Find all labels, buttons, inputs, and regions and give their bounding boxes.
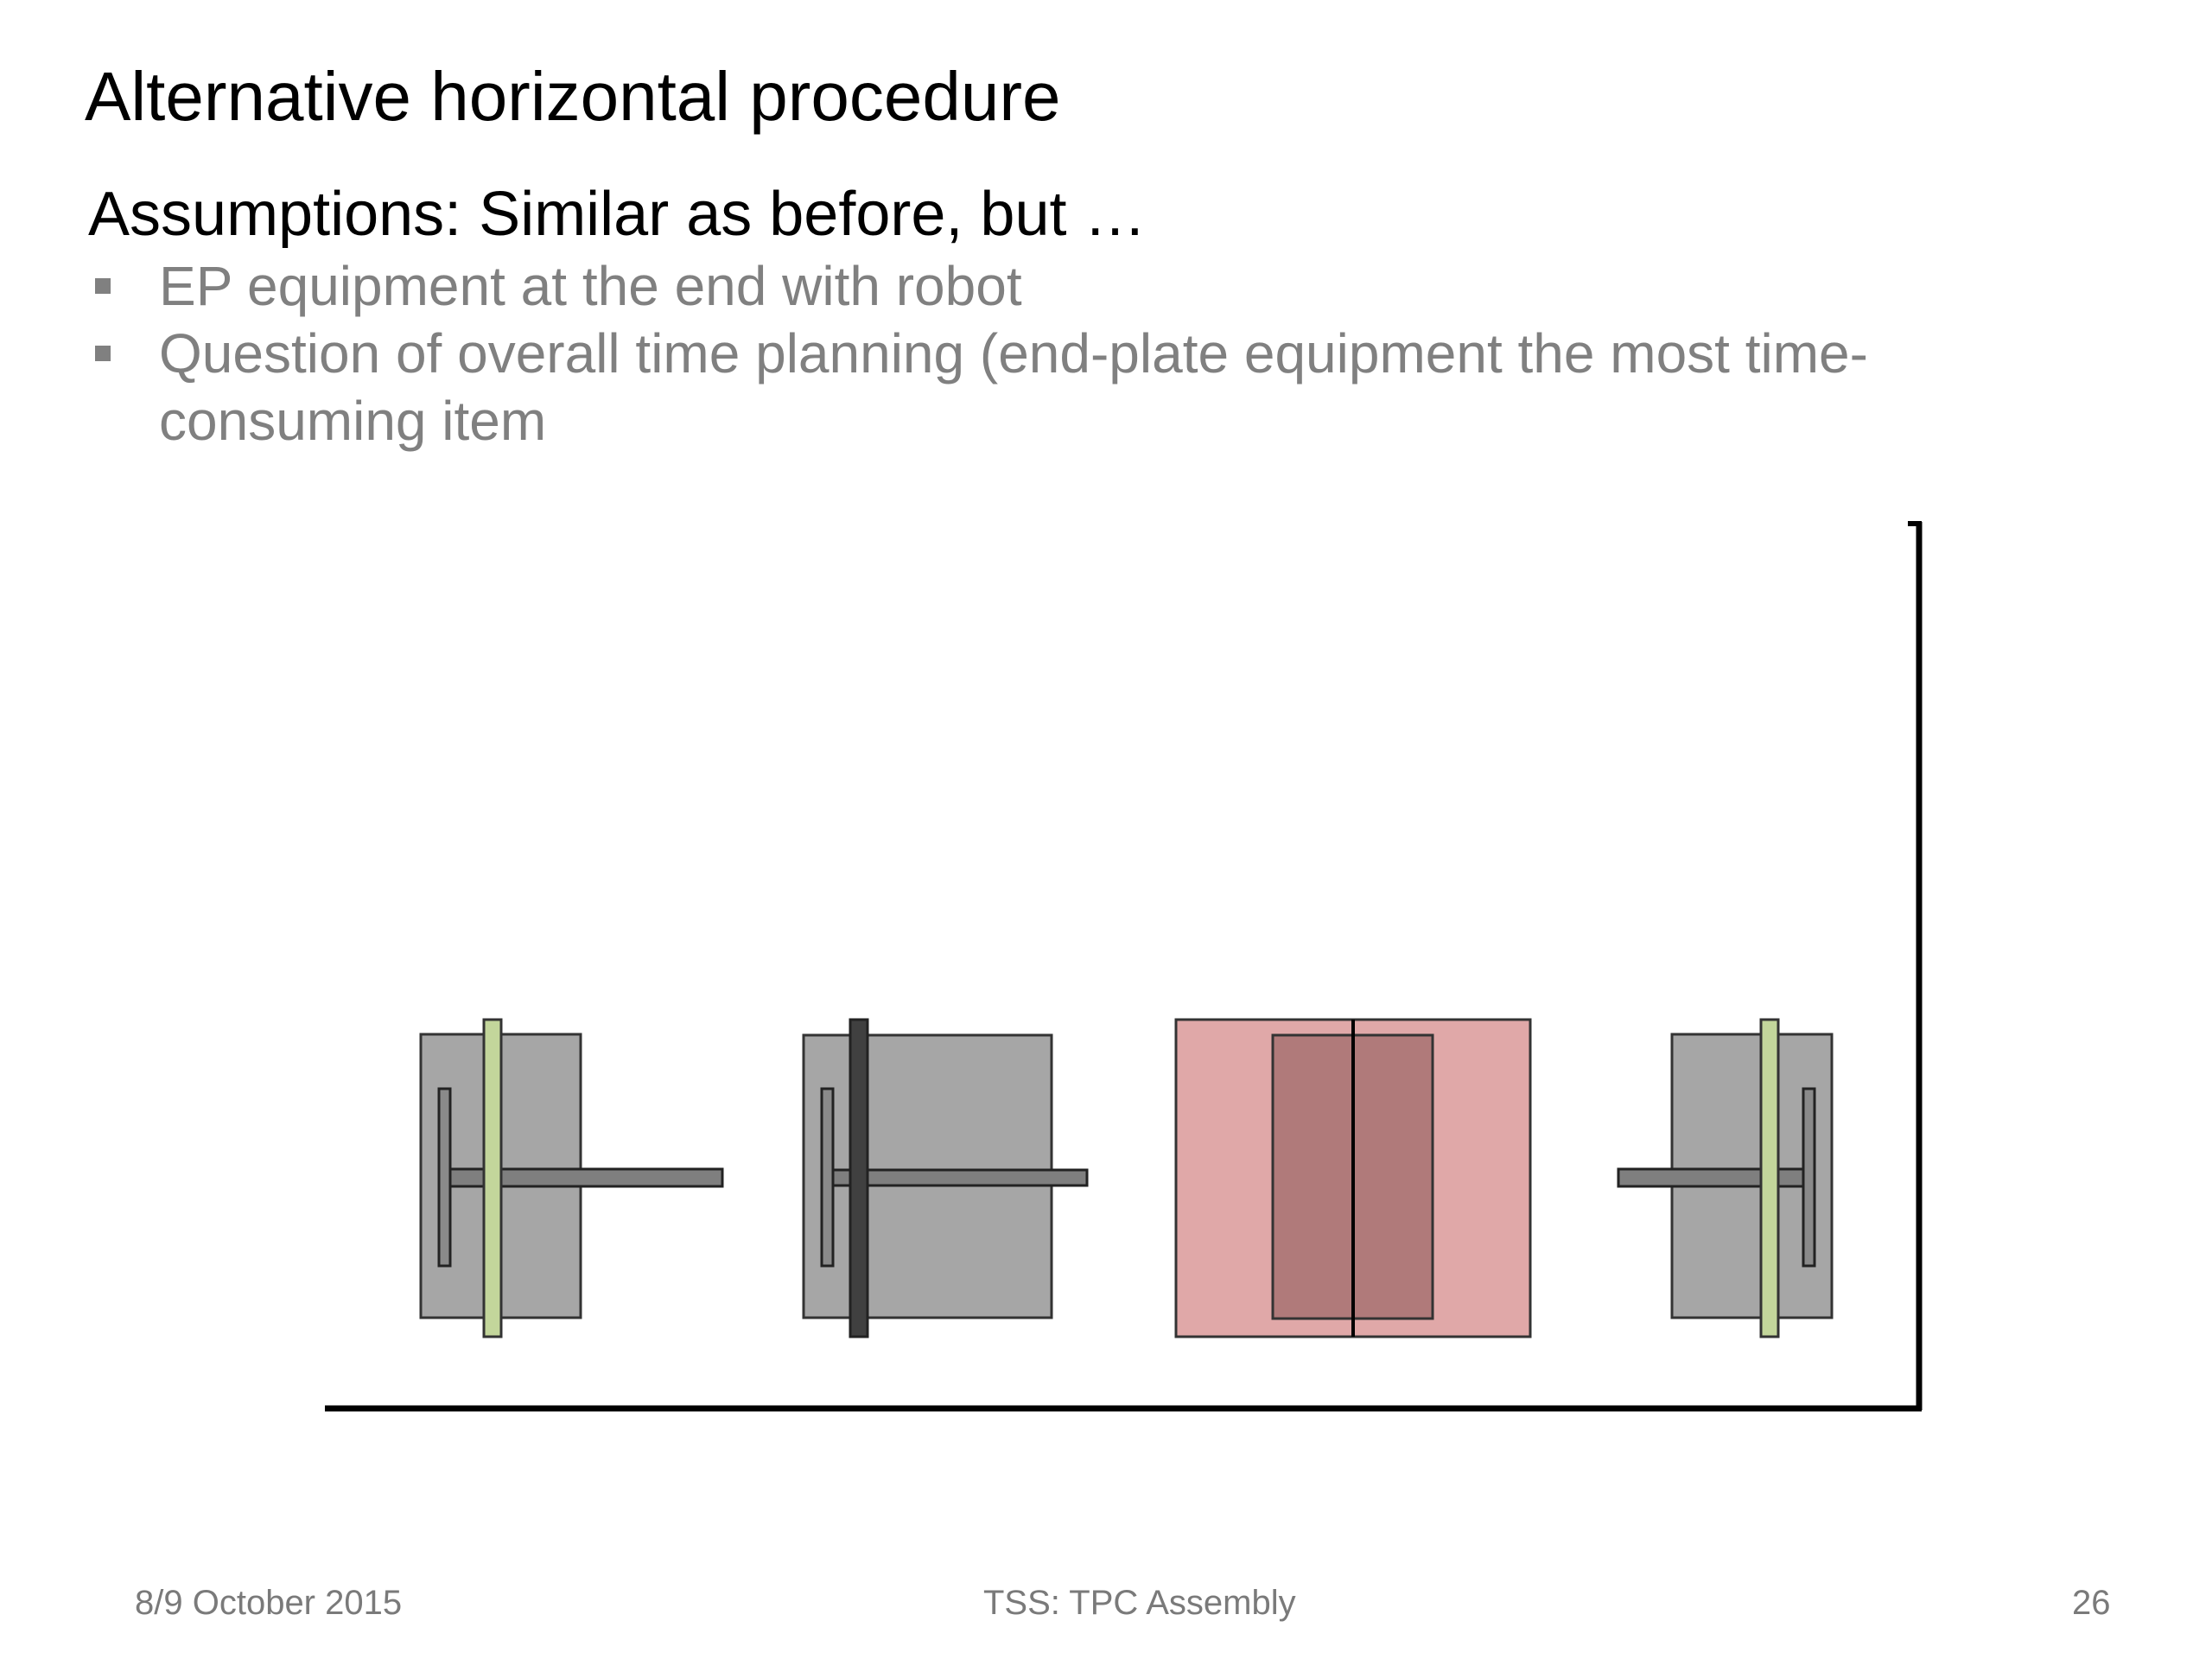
inner-bar bbox=[437, 1087, 452, 1268]
assembly-unit-2 bbox=[802, 1018, 1089, 1338]
inner-bar bbox=[1802, 1087, 1816, 1268]
assumptions-heading: Assumptions: Similar as before, but … bbox=[88, 180, 1147, 249]
green-ring bbox=[1759, 1018, 1780, 1338]
assembly-unit-3 bbox=[1174, 1018, 1532, 1338]
bullet-item: Question of overall time planning (end-p… bbox=[88, 320, 1955, 454]
horizontal-rod bbox=[831, 1168, 1089, 1187]
dark-ring bbox=[849, 1018, 869, 1338]
page-number: 26 bbox=[2072, 1584, 2111, 1622]
square-bullet-icon bbox=[95, 278, 111, 294]
square-bullet-icon bbox=[95, 346, 111, 361]
support-frame bbox=[325, 521, 1923, 1412]
slide-title: Alternative horizontal procedure bbox=[85, 58, 1061, 135]
inner-bar bbox=[820, 1087, 835, 1268]
assembly-unit-1 bbox=[419, 1018, 724, 1338]
assembly-unit-4 bbox=[1617, 1018, 1834, 1338]
bullet-text: Question of overall time planning (end-p… bbox=[159, 322, 1868, 452]
bullet-list: EP equipment at the end with robot Quest… bbox=[88, 252, 1955, 454]
horizontal-rod bbox=[448, 1167, 724, 1188]
footer-date: 8/9 October 2015 bbox=[135, 1584, 403, 1622]
green-ring bbox=[482, 1018, 503, 1338]
bullet-text: EP equipment at the end with robot bbox=[159, 255, 1022, 317]
bullet-item: EP equipment at the end with robot bbox=[88, 252, 1955, 320]
footer-title: TSS: TPC Assembly bbox=[983, 1584, 1296, 1622]
